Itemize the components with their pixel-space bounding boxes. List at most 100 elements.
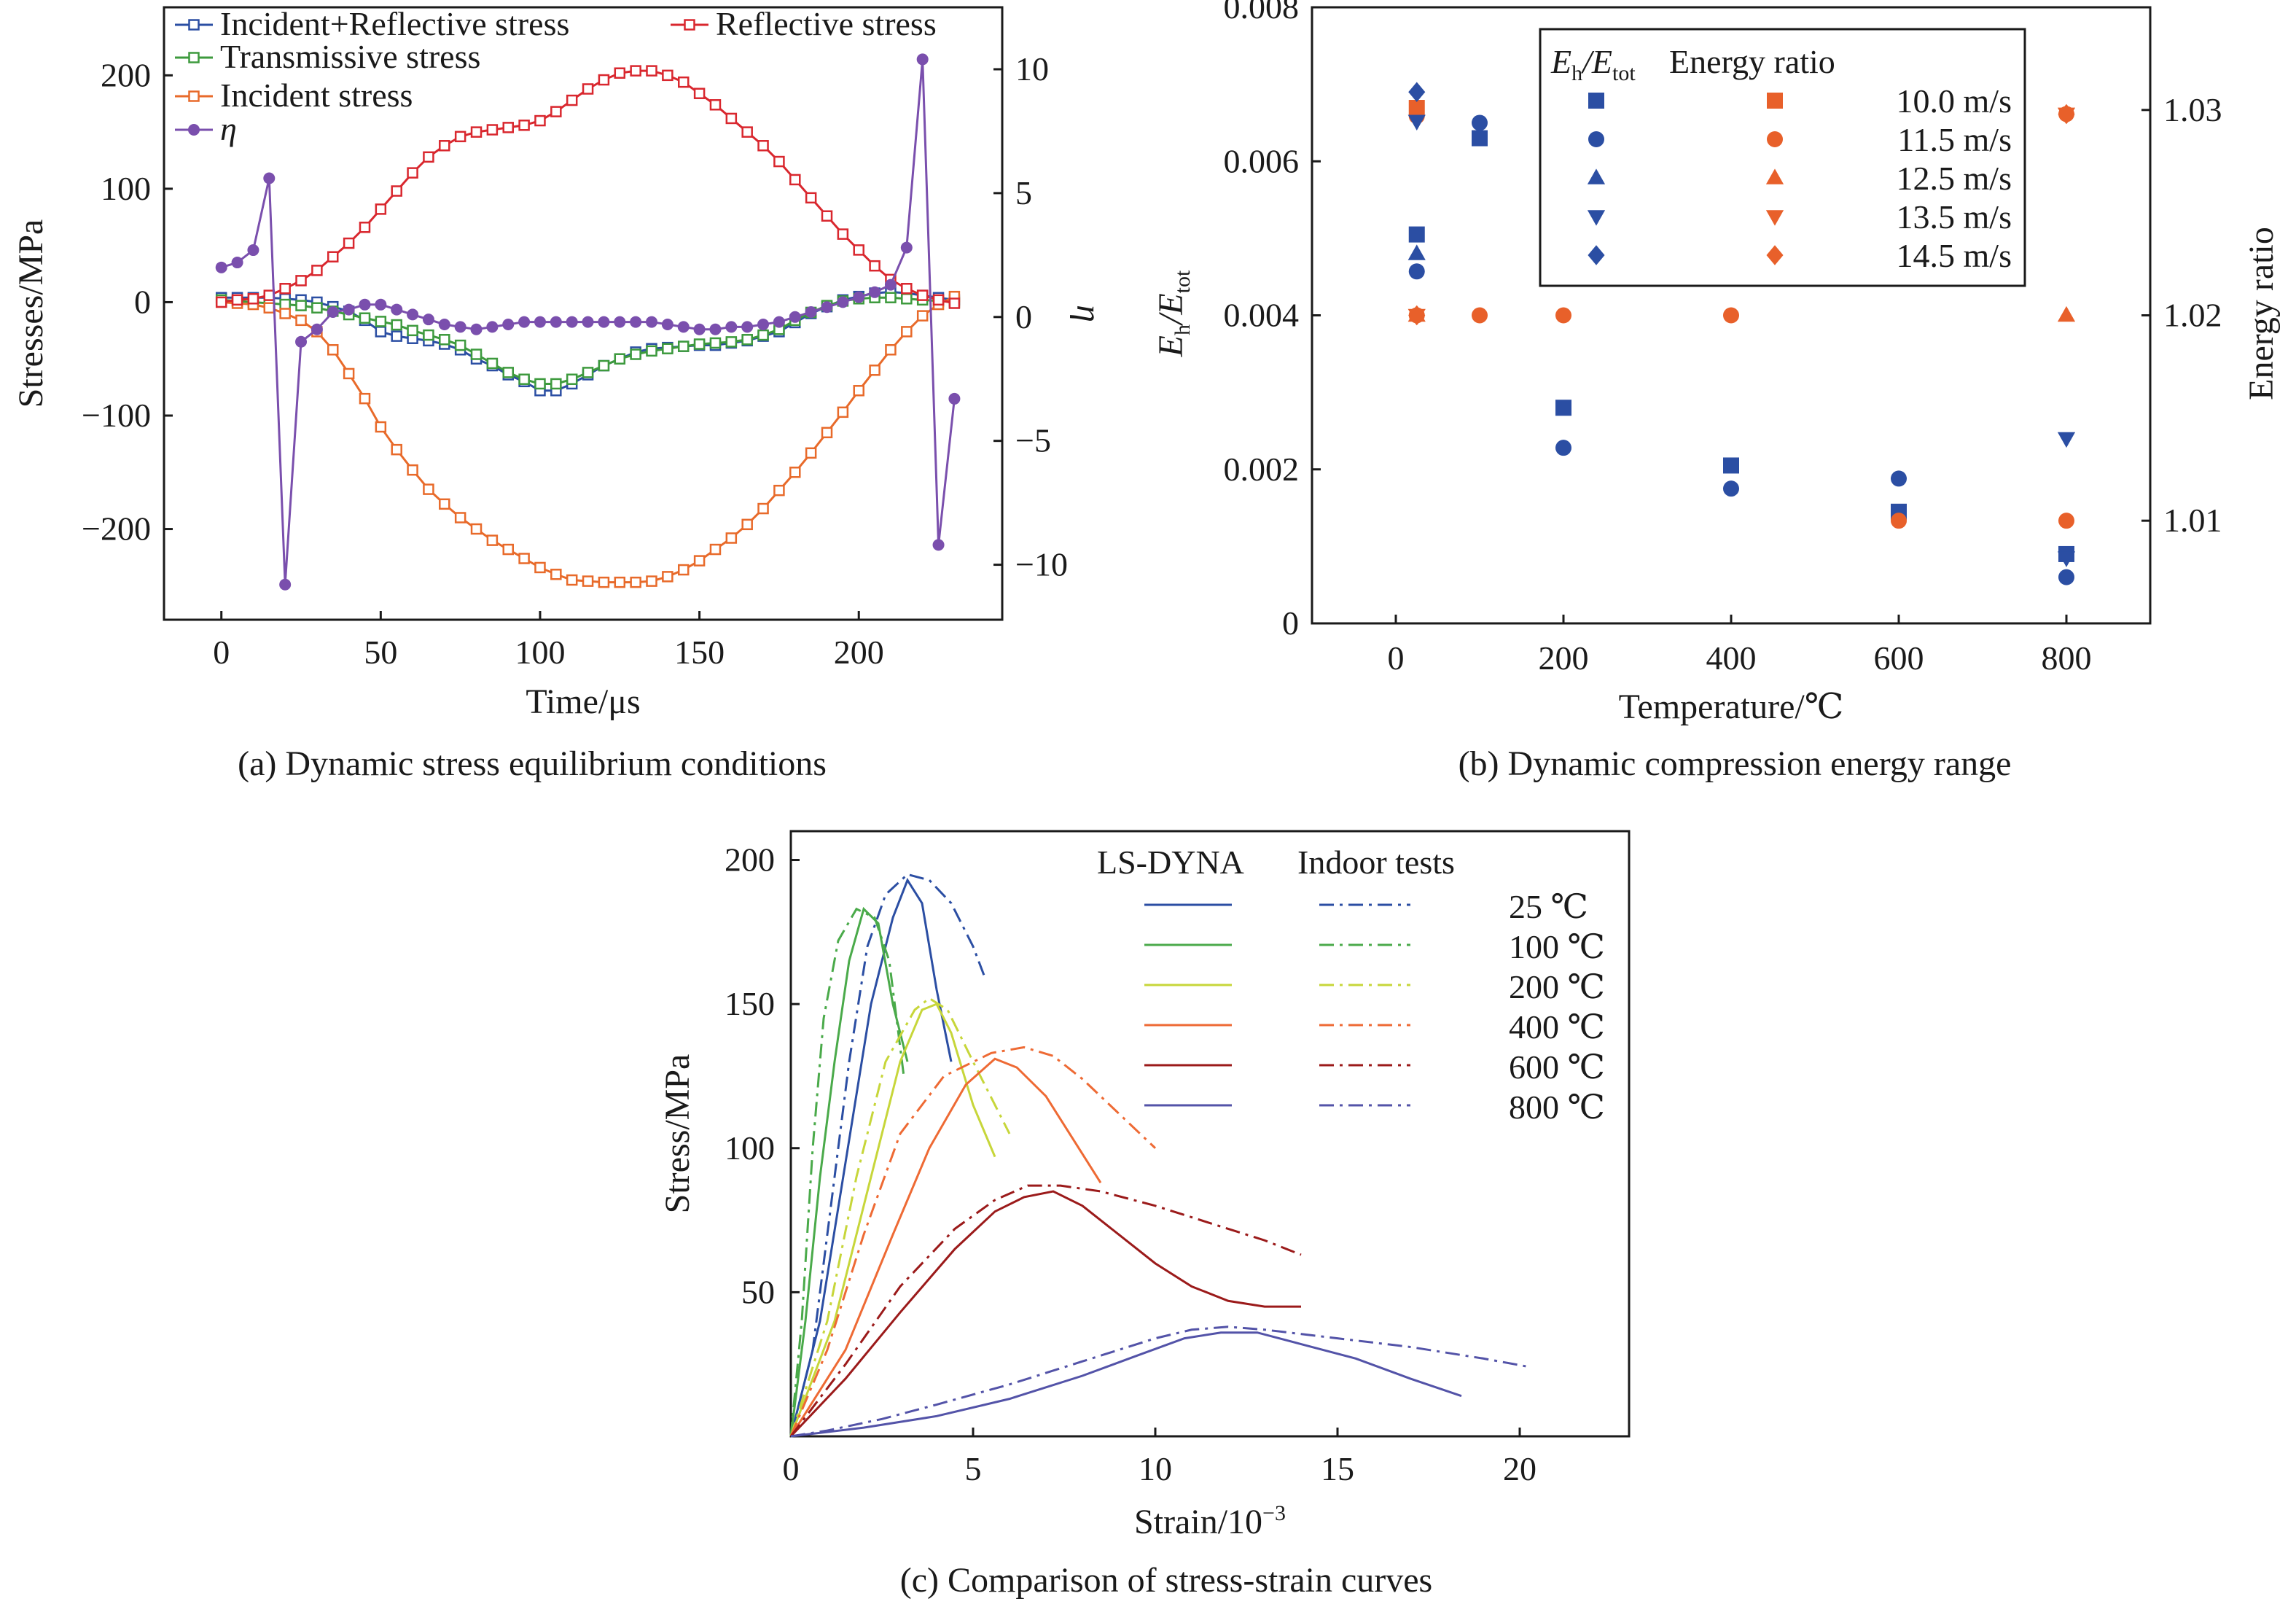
panel-b-legend: Eh/Etot Energy ratio 10.0 m/s11.5 m/s12.5 … xyxy=(1539,28,2026,287)
panel-a-legend-marker xyxy=(684,19,695,31)
panel-a-y2label: η xyxy=(1069,305,1108,322)
panel-b-ylabel-slash: /E xyxy=(1152,293,1190,327)
panel-a-xtick-label: 200 xyxy=(834,634,884,671)
panel-a-point xyxy=(327,251,339,262)
panel-a-point xyxy=(502,122,514,133)
panel-c-test-line-0 xyxy=(789,873,985,1437)
panel-b-legend-right-marker xyxy=(1767,93,1783,109)
panel-a-point xyxy=(725,112,738,125)
panel-a-plot-frame xyxy=(163,6,1004,621)
panel-c-legend-label: 800 ℃ xyxy=(1509,1089,1605,1126)
panel-a-point xyxy=(295,275,307,287)
panel-a-point xyxy=(247,244,259,257)
panel-b-y2tick-label: 1.01 xyxy=(2163,502,2222,539)
panel-a-point xyxy=(391,185,402,197)
panel-b-left-point xyxy=(1408,263,1425,280)
panel-c-legend-col2: Indoor tests xyxy=(1297,844,1455,881)
panel-a-point xyxy=(550,316,562,328)
panel-b-ytick-label: 0.006 xyxy=(1224,142,1300,179)
panel-a-point xyxy=(741,334,753,346)
panel-a-legend-marker xyxy=(188,52,200,63)
panel-a-point xyxy=(534,561,546,574)
panel-a-y2tick-label: 5 xyxy=(1015,174,1032,211)
panel-a-point xyxy=(709,543,722,556)
panel-a-point xyxy=(263,289,276,301)
panel-a-point xyxy=(773,484,785,497)
panel-b-legend-header: Eh/Etot xyxy=(1550,43,1636,85)
panel-a-point xyxy=(231,294,243,306)
panel-a-point xyxy=(709,99,722,111)
panel-a-point xyxy=(550,106,562,117)
panel-a-point xyxy=(853,244,864,256)
panel-a-point xyxy=(757,502,769,515)
panel-a-point xyxy=(327,305,339,318)
panel-a-point xyxy=(741,321,754,333)
panel-b-left-point xyxy=(1555,400,1571,416)
panel-a-point xyxy=(916,310,929,322)
panel-a-point xyxy=(821,427,833,439)
panel-b-ytick-label: 0.002 xyxy=(1224,451,1300,488)
panel-a-point xyxy=(884,279,897,291)
panel-c-test-line-5 xyxy=(790,1325,1531,1438)
panel-a-y2tick-label: −10 xyxy=(1015,546,1068,583)
panel-a-point xyxy=(486,534,499,546)
panel-a-point xyxy=(598,74,610,86)
panel-b-left-point xyxy=(1408,226,1425,243)
panel-a-legend-label: Transmissive stress xyxy=(220,38,480,75)
panel-a-point xyxy=(534,316,546,328)
panel-a-point xyxy=(630,576,641,588)
panel-c-test-line-2 xyxy=(789,997,1011,1437)
panel-a-point xyxy=(359,312,371,324)
panel-a-point xyxy=(661,318,673,330)
panel-a-point xyxy=(375,326,387,338)
panel-b-left-point xyxy=(1555,440,1571,456)
panel-c-xlabel-sup: −3 xyxy=(1262,1501,1286,1525)
panel-a-point xyxy=(677,321,690,333)
panel-a-point xyxy=(470,349,483,360)
panel-c-xtick-label: 10 xyxy=(1139,1450,1172,1487)
panel-c-legend-label: 200 ℃ xyxy=(1509,968,1605,1005)
panel-a-point xyxy=(948,297,961,309)
panel-a-point xyxy=(837,228,849,240)
panel-a-point xyxy=(773,316,785,328)
panel-a-point xyxy=(550,569,562,580)
panel-c-xtick-label: 0 xyxy=(783,1450,800,1487)
panel-a-point xyxy=(439,498,450,510)
panel-a-point xyxy=(534,114,546,127)
panel-a-point xyxy=(646,345,657,357)
panel-b-legend-right-marker xyxy=(1765,168,1784,184)
panel-a-series-line-2 xyxy=(221,295,956,584)
panel-b-points xyxy=(1407,82,2076,585)
panel-a-point xyxy=(343,237,355,249)
panel-a-point xyxy=(709,337,722,349)
panel-a-point xyxy=(327,344,339,356)
panel-a-point xyxy=(885,292,897,303)
panel-b-xtick-label: 400 xyxy=(1706,639,1757,677)
panel-c-ticks: 0 5 10 15 20 50 100 150 200 xyxy=(725,841,1536,1487)
panel-a-legend-marker xyxy=(188,19,200,31)
panel-b-left-point xyxy=(1408,82,1426,102)
panel-b-right-point xyxy=(1723,307,1739,324)
panel-a-point xyxy=(757,140,769,152)
panel-b-y2label: Energy ratio xyxy=(2242,227,2281,400)
panel-a-point xyxy=(215,261,227,273)
panel-a-point xyxy=(805,192,817,204)
panel-a-point xyxy=(391,319,402,331)
panel-a-point xyxy=(391,443,402,456)
panel-b-y2tick-label: 1.03 xyxy=(2163,91,2222,128)
panel-a-point xyxy=(486,321,499,333)
panel-c-test-line-1 xyxy=(789,907,905,1437)
panel-a-point xyxy=(454,339,466,351)
panel-a-point xyxy=(677,564,690,576)
panel-b-legend-left-marker xyxy=(1588,93,1604,109)
panel-a-point xyxy=(582,83,594,95)
panel-a-point xyxy=(279,578,292,591)
panel-c-legend-label: 100 ℃ xyxy=(1509,928,1605,965)
panel-b-left-point xyxy=(2057,551,2076,567)
panel-a-point xyxy=(295,335,308,348)
panel-a-point xyxy=(566,94,578,106)
panel-a-point xyxy=(311,265,323,276)
panel-a-point xyxy=(454,321,466,333)
